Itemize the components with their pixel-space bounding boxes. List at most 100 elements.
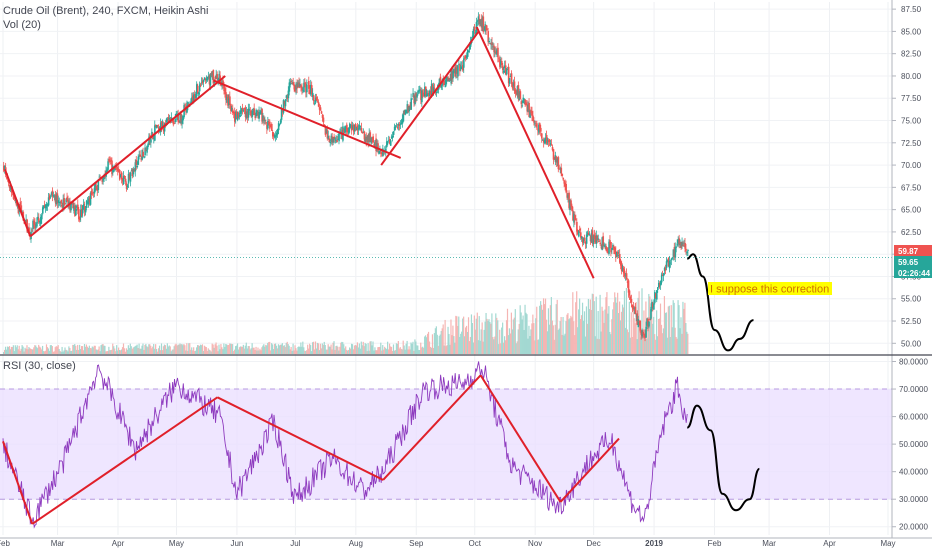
candle-body [533, 120, 535, 123]
candle-body [315, 97, 318, 101]
volume-bar [15, 347, 17, 354]
candle-body [615, 251, 617, 258]
volume-bar [178, 344, 180, 354]
candle-body [234, 114, 237, 120]
volume-bar [618, 313, 620, 354]
candle-body [120, 172, 123, 180]
candle-body [677, 239, 680, 243]
volume-bar [564, 333, 566, 354]
candle-body [454, 66, 456, 77]
candle-body [453, 69, 455, 73]
candle-body [501, 60, 503, 65]
candle-body [526, 104, 528, 112]
volume-bar [445, 346, 447, 354]
candle-body [507, 66, 510, 84]
volume-bar [253, 347, 255, 354]
candle-body [620, 262, 623, 272]
candle-body [439, 76, 442, 88]
candle-body [254, 114, 257, 119]
candle-body [203, 77, 206, 81]
volume-bar [484, 321, 486, 354]
volume-bar [14, 345, 16, 354]
volume-bar [194, 351, 196, 354]
candle-body [318, 107, 321, 110]
x-tick-label: Aug [349, 539, 363, 548]
candle-body [643, 334, 645, 336]
volume-bar [246, 348, 248, 354]
candle-body [603, 245, 605, 247]
volume-bar [600, 331, 602, 354]
candle-body [379, 150, 381, 152]
candle-body [151, 131, 153, 138]
candle-body [145, 149, 147, 151]
candle-body [267, 121, 269, 129]
volume-bar [181, 343, 183, 354]
volume-bar [655, 339, 657, 354]
candle-body [209, 73, 212, 86]
volume-bar [118, 347, 120, 354]
candle-body [328, 138, 331, 143]
volume-bar [150, 345, 152, 354]
volume-bar [293, 350, 295, 354]
annotation-text: I suppose this correction [710, 284, 829, 296]
volume-bar [238, 347, 241, 354]
volume-bar [516, 341, 518, 354]
volume-bar [654, 334, 656, 354]
candle-body [259, 112, 261, 114]
volume-bar [481, 322, 483, 354]
candle-body [567, 195, 569, 199]
volume-bar [653, 316, 655, 354]
volume-bar [546, 331, 549, 354]
volume-bar [558, 328, 560, 354]
candle-body [336, 140, 338, 142]
volume-bar [604, 309, 606, 354]
candle-body [591, 230, 594, 244]
volume-bar [622, 307, 625, 354]
rsi-trend-line [2, 441, 34, 525]
candle-body [75, 209, 77, 216]
volume-bar [142, 343, 144, 354]
volume-bar [275, 345, 278, 354]
volume-bar [116, 345, 118, 354]
candle-body [674, 246, 677, 258]
candle-body [228, 98, 230, 105]
candle-body [477, 16, 480, 21]
candle-body [418, 90, 420, 92]
candle-body [231, 107, 233, 112]
candle-body [274, 135, 277, 137]
candle-body [283, 101, 286, 105]
volume-bar [681, 333, 683, 354]
candle-body [461, 66, 463, 68]
candle-body [421, 90, 423, 103]
candle-body [312, 95, 315, 101]
volume-bar [362, 341, 364, 354]
candle-body [81, 205, 84, 214]
candle-body [658, 284, 661, 286]
candle-body [247, 108, 250, 118]
volume-bar [233, 349, 236, 354]
volume-bar [32, 349, 34, 354]
volume-bar [471, 322, 474, 354]
volume-bar [422, 346, 424, 354]
candle-body [420, 90, 422, 101]
volume-bar [301, 346, 303, 354]
candle-body [102, 178, 105, 181]
volume-bar [60, 351, 62, 354]
volume-bar [271, 343, 273, 354]
volume-bar [576, 291, 578, 354]
candle-body [258, 111, 260, 119]
volume-bar [267, 342, 269, 354]
candle-body [347, 129, 349, 133]
candle-body [233, 112, 235, 114]
candle-body [656, 290, 658, 300]
volume-bar [499, 329, 501, 354]
candle-body [440, 85, 443, 88]
volume-bar [222, 349, 224, 354]
candle-body [334, 138, 336, 140]
volume-bar [75, 345, 77, 354]
candle-body [261, 108, 263, 122]
volume-bar [87, 347, 89, 354]
candle-body [411, 98, 413, 100]
volume-bar [41, 349, 43, 354]
